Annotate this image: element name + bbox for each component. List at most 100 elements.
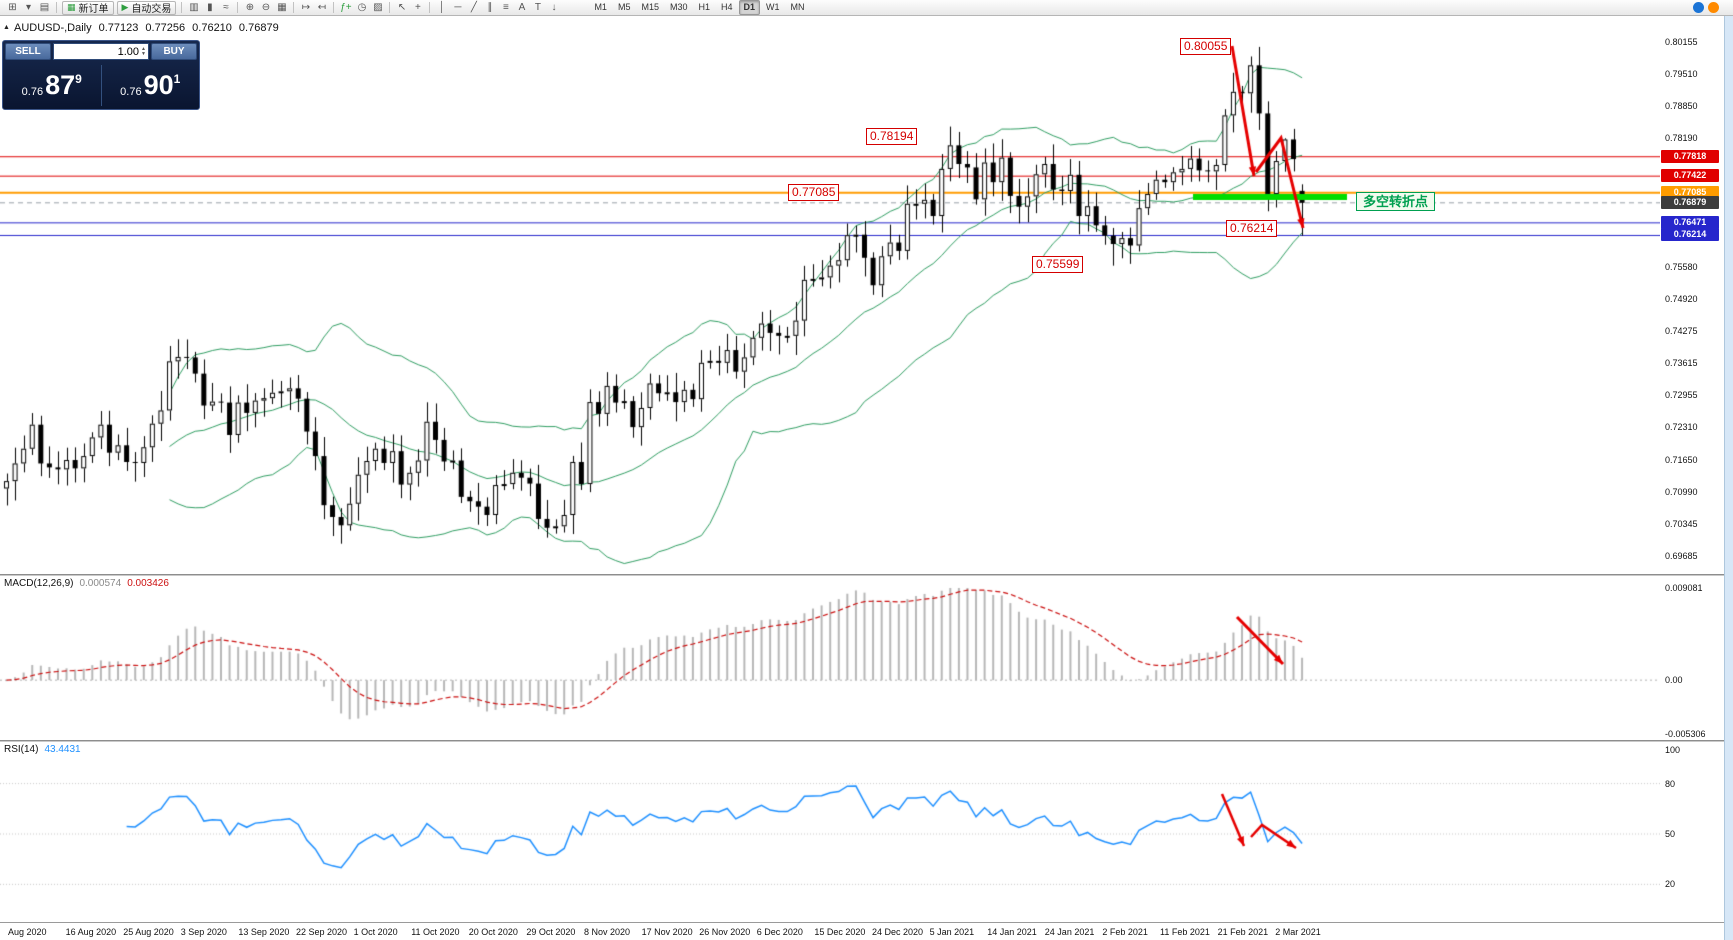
date-label: 3 Sep 2020 (180, 927, 227, 937)
timeframe-mn[interactable]: MN (790, 2, 805, 12)
new-chart-icon[interactable]: ⊞ (8, 1, 17, 13)
ohlc-low: 0.76210 (192, 22, 232, 34)
price-tick: 0.71650 (1665, 454, 1698, 465)
volume-input[interactable]: 1.00 ▲ ▼ (53, 43, 149, 60)
timeframe-m1[interactable]: M1 (594, 2, 607, 12)
timeframe-h4[interactable]: H4 (721, 2, 733, 12)
sell-price[interactable]: 0.76 87 9 (3, 62, 101, 109)
volume-value: 1.00 (117, 45, 140, 58)
date-label: 17 Nov 2020 (641, 927, 693, 937)
date-axis[interactable]: Aug 2020 16 Aug 2020 25 Aug 2020 3 Sep 2020… (0, 922, 1724, 940)
chart-shift-icon[interactable]: ↤ (317, 1, 327, 13)
timeframe-m15[interactable]: M15 (641, 2, 659, 12)
tile-windows-icon[interactable]: ▦ (277, 1, 287, 13)
ohlc-high: 0.77256 (145, 22, 186, 34)
date-label: 24 Dec 2020 (872, 927, 924, 937)
toolbar-group: ↦ ↤ (296, 1, 331, 15)
date-label: 6 Dec 2020 (756, 927, 803, 937)
profiles-icon[interactable]: ▤ (39, 1, 50, 13)
timeframe-m5[interactable]: M5 (617, 2, 631, 12)
trendline-icon[interactable]: ╱ (470, 1, 477, 13)
price-line-label: 0.77085 (1661, 185, 1719, 199)
annotation-note[interactable]: 多空转折点 (1356, 192, 1436, 211)
date-label: 14 Jan 2021 (987, 927, 1037, 937)
one-click-trading-panel: SELL 1.00 ▲ ▼ BUY 0.76 87 9 0.76 (2, 40, 200, 110)
macd-main-value: 0.000574 (79, 578, 122, 589)
collapse-arrow-icon[interactable]: ▲ (3, 24, 10, 31)
new-order-button-label: 新订单 (78, 4, 109, 15)
buy-price-big: 90 (143, 70, 174, 100)
rsi-label: RSI(14) 43.4431 (4, 744, 81, 755)
fibonacci-icon[interactable]: ≡ (503, 1, 509, 13)
autotrade-button[interactable]: ▶ 自动交易 (116, 0, 177, 15)
volume-stepper[interactable]: ▲ ▼ (141, 45, 146, 57)
pane-separator[interactable] (0, 574, 1733, 576)
auto-scroll-icon[interactable]: ↦ (301, 1, 311, 13)
price-callout[interactable]: 0.80055 (1180, 38, 1232, 55)
price-callout[interactable]: 0.75599 (1032, 256, 1084, 273)
stepper-down-icon[interactable]: ▼ (141, 50, 146, 57)
rsi-axis-label: 50 (1665, 829, 1676, 839)
date-label: 11 Feb 2021 (1160, 927, 1210, 937)
indicators-icon[interactable]: ƒ+ (340, 1, 352, 13)
date-label: 20 Oct 2020 (468, 927, 518, 937)
crosshair-icon[interactable]: + (415, 1, 421, 13)
bar-chart-icon[interactable]: ▥ (189, 1, 199, 13)
price-chart-canvas[interactable] (0, 16, 1660, 574)
toolbar-group: │ ─ ╱ ∥ ≡ A T ↓ (432, 1, 563, 15)
price-tick: 0.75580 (1665, 261, 1698, 272)
macd-pane[interactable]: MACD(12,26,9) 0.000574 0.003426 0.009081… (0, 576, 1724, 740)
macd-canvas[interactable] (0, 576, 1660, 740)
equidistant-channel-icon[interactable]: ∥ (487, 1, 493, 13)
text-icon[interactable]: A (518, 1, 526, 13)
price-callout[interactable]: 0.76214 (1226, 220, 1278, 237)
buy-button[interactable]: BUY (151, 43, 197, 60)
date-label: 26 Nov 2020 (699, 927, 751, 937)
toolbar-group: ⊞ ▾ ▤ (3, 1, 54, 15)
stepper-up-icon[interactable]: ▲ (141, 45, 146, 52)
rsi-canvas[interactable] (0, 742, 1660, 922)
new-order-button[interactable]: ▦ 新订单 (62, 0, 114, 15)
price-tick: 0.78850 (1665, 101, 1698, 112)
pane-separator[interactable] (0, 740, 1733, 742)
buy-price[interactable]: 0.76 90 1 (102, 62, 200, 109)
timeframe-w1[interactable]: W1 (766, 2, 780, 12)
horizontal-line-icon[interactable]: ─ (454, 1, 462, 13)
macd-axis-label: 0.009081 (1665, 583, 1703, 593)
date-label: 13 Sep 2020 (238, 927, 290, 937)
chart-window: ▲ AUDUSD-,Daily 0.77123 0.77256 0.76210 … (0, 16, 1733, 940)
price-chart-pane[interactable]: ▲ AUDUSD-,Daily 0.77123 0.77256 0.76210 … (0, 16, 1724, 574)
buy-price-base: 0.76 (120, 85, 142, 98)
price-callout[interactable]: 0.78194 (866, 128, 918, 145)
cursor-icon[interactable]: ↖ (397, 1, 407, 13)
price-tick: 0.78190 (1665, 133, 1698, 144)
arrows-icon[interactable]: ↓ (551, 1, 557, 13)
rsi-pane[interactable]: RSI(14) 43.4431 100 80 50 20 (0, 742, 1724, 922)
notifications-icon[interactable] (1708, 2, 1719, 13)
price-line-label: 0.76214 (1661, 228, 1719, 242)
zoom-out-icon[interactable]: ⊖ (261, 1, 271, 13)
price-line-label: 0.77818 (1661, 149, 1719, 163)
candlestick-chart-icon[interactable]: ▮ (207, 1, 213, 13)
macd-axis-label: -0.005306 (1665, 729, 1706, 739)
timeframe-h1[interactable]: H1 (698, 2, 711, 12)
line-chart-icon[interactable]: ≈ (223, 1, 229, 13)
rsi-axis-label: 100 (1665, 745, 1681, 755)
label-icon[interactable]: T (534, 1, 541, 13)
periods-icon[interactable]: ◷ (357, 1, 367, 13)
date-label: 5 Jan 2021 (929, 927, 975, 937)
right-scrollbar[interactable] (1724, 16, 1733, 940)
timeframe-m30[interactable]: M30 (669, 2, 688, 12)
chart-dropdown-icon[interactable]: ▾ (25, 1, 32, 13)
templates-icon[interactable]: ▨ (373, 1, 383, 13)
sell-button[interactable]: SELL (5, 43, 51, 60)
price-callout[interactable]: 0.77085 (788, 184, 840, 201)
rsi-value: 43.4431 (44, 744, 81, 755)
vertical-line-icon[interactable]: │ (438, 1, 446, 13)
help-icon[interactable] (1693, 2, 1704, 13)
timeframe-d1[interactable]: D1 (738, 0, 761, 15)
price-tick: 0.72955 (1665, 390, 1698, 401)
zoom-in-icon[interactable]: ⊕ (245, 1, 255, 13)
macd-label: MACD(12,26,9) 0.000574 0.003426 (4, 578, 169, 589)
